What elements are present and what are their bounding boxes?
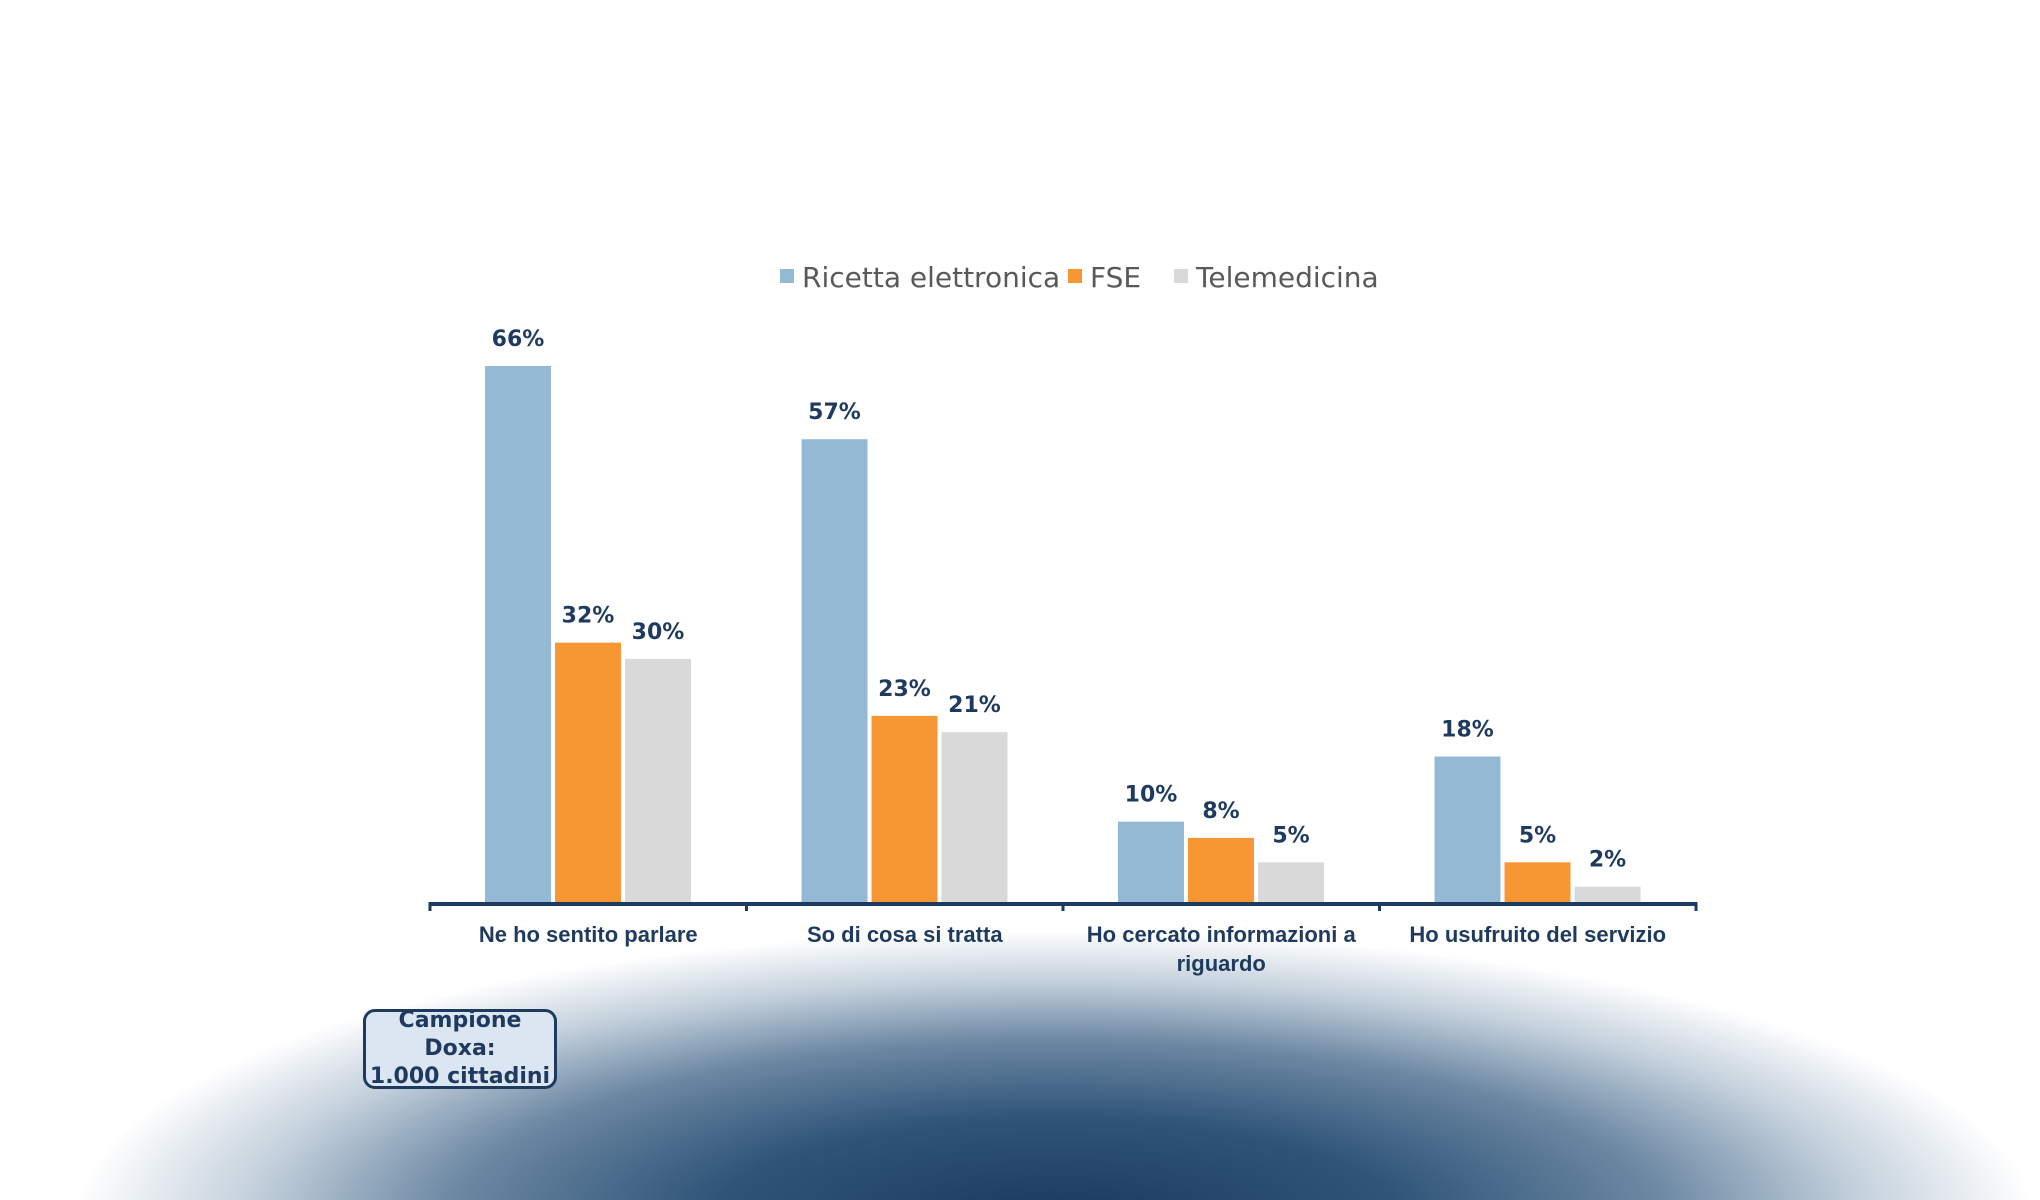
category-labels: Ne ho sentito parlare So di cosa si tratt…	[479, 922, 1666, 976]
data-label-telemedicina-2: 21%	[948, 693, 1001, 718]
data-label-telemedicina-4: 2%	[1589, 848, 1626, 873]
legend-label-telemedicina: Telemedicina	[1195, 261, 1379, 294]
legend-swatch-ricetta-elettronica	[780, 269, 794, 283]
bar-fse-4	[1504, 862, 1571, 903]
bar-telemedicina-3	[1258, 862, 1324, 903]
bars	[485, 366, 1641, 903]
bar-telemedicina-4	[1574, 886, 1641, 903]
bar-fse-3	[1188, 837, 1254, 903]
data-label-ricetta-elettronica-2: 57%	[808, 400, 861, 425]
bar-fse-2	[871, 715, 938, 903]
bar-ricetta-elettronica-4	[1434, 756, 1501, 903]
bar-telemedicina-2	[941, 732, 1008, 903]
legend-swatch-fse	[1068, 269, 1082, 283]
bar-fse-1	[555, 642, 621, 903]
bar-ricetta-elettronica-2	[801, 439, 868, 903]
category-label-1: Ne ho sentito parlare	[479, 922, 698, 947]
legend-label-fse: FSE	[1090, 261, 1141, 294]
legend-label-ricetta-elettronica: Ricetta elettronica	[802, 261, 1060, 294]
sample-note-line2: 1.000 cittadini	[369, 1064, 551, 1089]
category-label-3: Ho cercato informazioni a riguardo	[1087, 922, 1357, 976]
bar-ricetta-elettronica-1	[485, 366, 551, 903]
category-label-2: So di cosa si tratta	[807, 922, 1003, 947]
data-label-telemedicina-1: 30%	[632, 620, 685, 645]
legend: Ricetta elettronica FSE Telemedicina	[780, 261, 1379, 294]
data-labels: 66% 32% 30% 57% 23% 21% 10% 8% 5% 18% 5% 2%	[492, 327, 1627, 873]
legend-swatch-telemedicina	[1174, 269, 1188, 283]
x-axis	[428, 902, 1698, 911]
data-label-fse-1: 32%	[562, 604, 615, 629]
data-label-ricetta-elettronica-4: 18%	[1441, 718, 1494, 743]
data-label-telemedicina-3: 5%	[1272, 823, 1309, 848]
sample-note: Campione Doxa: 1.000 cittadini	[363, 1008, 557, 1089]
data-label-ricetta-elettronica-3: 10%	[1125, 783, 1178, 808]
data-label-ricetta-elettronica-1: 66%	[492, 327, 545, 352]
sample-note-line1: Campione Doxa:	[398, 1008, 522, 1061]
data-label-fse-4: 5%	[1519, 823, 1556, 848]
data-label-fse-3: 8%	[1202, 799, 1239, 824]
data-label-fse-2: 23%	[878, 677, 931, 702]
bar-telemedicina-1	[625, 658, 691, 903]
category-label-4: Ho usufruito del servizio	[1409, 922, 1666, 947]
bar-ricetta-elettronica-3	[1118, 821, 1184, 903]
